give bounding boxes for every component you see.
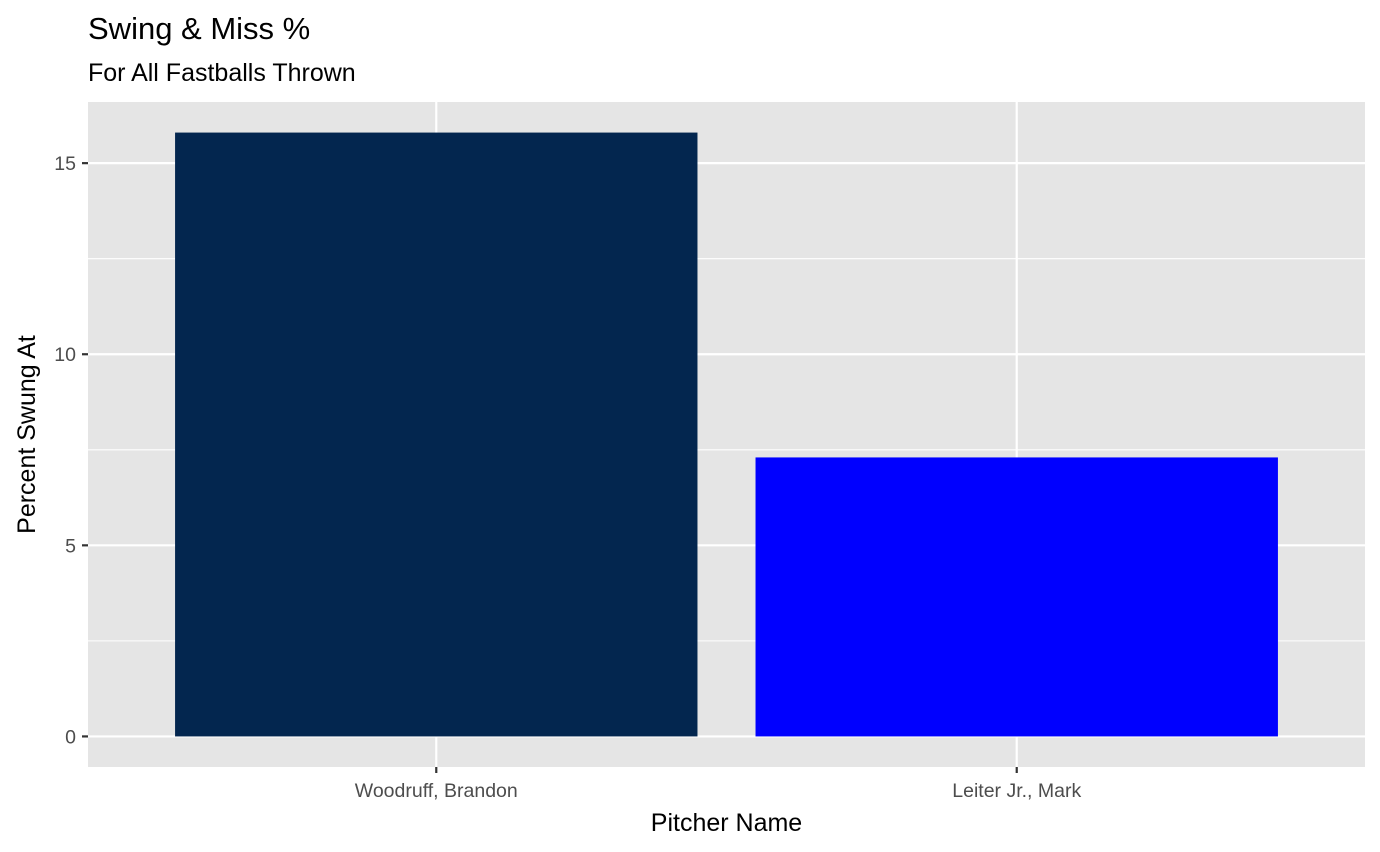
bar — [175, 132, 698, 737]
chart-subtitle: For All Fastballs Thrown — [88, 59, 356, 87]
x-tick-label: Woodruff, Brandon — [355, 780, 518, 802]
y-tick-label: 5 — [65, 535, 76, 557]
y-tick-label: 15 — [54, 153, 76, 175]
y-axis: 0 5 10 15 — [54, 153, 88, 748]
chart-title: Swing & Miss % — [88, 11, 310, 46]
x-axis-title: Pitcher Name — [651, 809, 802, 837]
y-tick-label: 0 — [65, 726, 76, 748]
bars — [175, 132, 1278, 737]
bar — [755, 457, 1278, 737]
x-axis: Woodruff, Brandon Leiter Jr., Mark — [355, 767, 1081, 802]
y-tick-label: 10 — [54, 344, 76, 366]
x-tick-label: Leiter Jr., Mark — [952, 780, 1081, 802]
y-axis-title: Percent Swung At — [13, 335, 41, 534]
